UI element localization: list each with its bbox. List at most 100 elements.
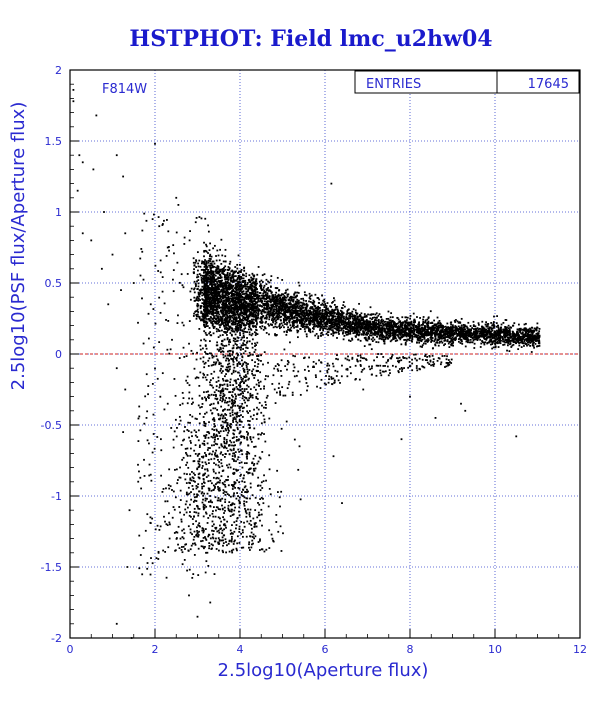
data-point	[337, 331, 340, 334]
data-point	[260, 313, 263, 315]
data-point	[81, 161, 84, 164]
data-point	[332, 321, 335, 324]
data-point	[316, 318, 319, 321]
data-point	[323, 306, 326, 309]
data-point	[343, 315, 345, 318]
data-point	[506, 326, 508, 329]
data-point	[538, 334, 541, 337]
data-point	[277, 295, 280, 297]
data-point	[451, 336, 454, 339]
data-point	[265, 278, 268, 281]
data-point	[512, 337, 515, 340]
data-point	[368, 330, 371, 333]
data-point	[355, 336, 357, 338]
data-point	[410, 320, 413, 323]
data-point	[433, 327, 436, 330]
data-point	[537, 337, 540, 340]
data-point	[326, 314, 329, 317]
data-point	[504, 328, 506, 331]
data-point	[218, 288, 220, 291]
data-point	[349, 332, 352, 335]
data-point	[222, 260, 225, 263]
data-point	[250, 311, 253, 314]
data-point	[370, 332, 372, 335]
data-point	[400, 335, 403, 338]
data-point	[413, 318, 416, 321]
data-point	[336, 319, 339, 322]
data-point	[537, 345, 539, 348]
data-point	[303, 291, 306, 294]
data-point	[414, 333, 417, 336]
data-point	[213, 320, 215, 322]
data-point	[383, 323, 386, 326]
data-point	[506, 328, 508, 331]
data-point	[455, 329, 458, 331]
data-point	[384, 330, 387, 333]
data-point	[236, 322, 239, 325]
data-point	[516, 334, 519, 337]
data-point	[426, 328, 429, 331]
data-point	[532, 335, 535, 338]
data-point	[509, 339, 512, 342]
data-point	[203, 338, 206, 341]
data-point	[212, 308, 215, 310]
data-point	[328, 320, 331, 323]
data-point	[208, 249, 211, 252]
data-point	[442, 330, 445, 333]
data-point	[385, 331, 388, 334]
data-point	[408, 337, 411, 340]
data-point	[477, 336, 480, 339]
data-point	[320, 321, 323, 324]
data-point	[100, 267, 103, 270]
data-point	[286, 310, 289, 313]
data-point	[280, 309, 283, 312]
data-point	[507, 339, 510, 342]
data-point	[273, 310, 276, 313]
data-point	[455, 326, 458, 328]
data-point	[457, 321, 460, 324]
data-point	[538, 341, 541, 344]
data-point	[220, 238, 223, 241]
data-point	[206, 266, 209, 268]
data-point	[524, 334, 527, 336]
data-point	[342, 312, 345, 315]
data-point	[369, 334, 371, 337]
data-point	[429, 322, 432, 324]
data-point	[477, 330, 479, 333]
data-point	[382, 340, 385, 342]
data-point	[353, 330, 356, 332]
data-point	[244, 285, 247, 288]
data-point	[301, 321, 304, 324]
data-point	[215, 297, 218, 300]
data-point	[410, 331, 413, 334]
data-point	[388, 319, 391, 322]
data-point	[481, 333, 483, 336]
data-point	[400, 438, 403, 441]
data-point	[322, 325, 325, 328]
data-point	[242, 290, 245, 293]
data-point	[192, 573, 195, 575]
data-point	[243, 267, 245, 270]
data-point	[327, 334, 330, 337]
data-point	[328, 318, 331, 321]
data-point	[233, 303, 235, 306]
data-point	[269, 298, 272, 301]
data-point	[252, 282, 254, 284]
data-point	[457, 325, 460, 328]
data-point	[392, 335, 395, 338]
data-point	[272, 316, 275, 319]
data-point	[365, 321, 368, 324]
data-point	[504, 339, 507, 341]
data-point	[221, 303, 223, 306]
data-point	[427, 338, 429, 340]
data-point	[513, 333, 516, 336]
data-point	[227, 297, 230, 299]
data-point	[375, 319, 378, 322]
data-point	[328, 317, 330, 320]
data-point	[269, 290, 272, 293]
data-point	[333, 315, 336, 318]
data-point	[332, 323, 335, 326]
data-point	[420, 327, 423, 330]
data-point	[358, 321, 361, 324]
data-point	[275, 315, 278, 318]
